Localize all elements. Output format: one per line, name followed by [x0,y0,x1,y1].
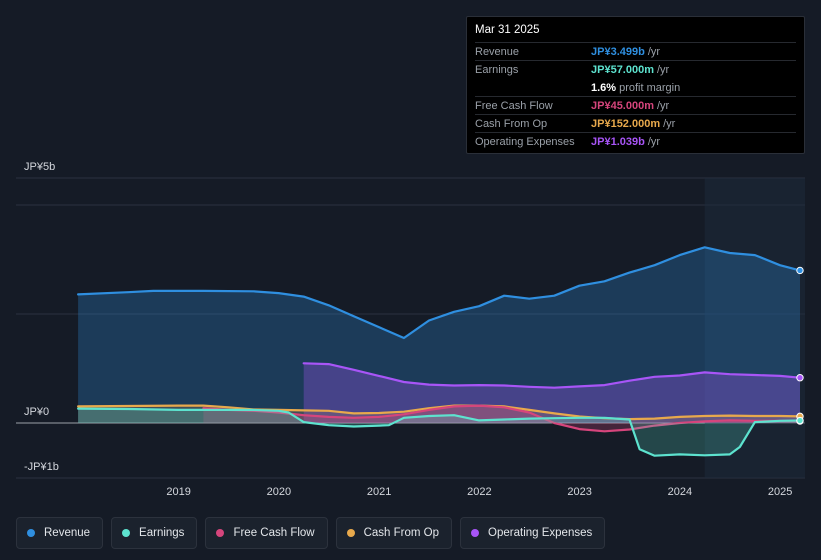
legend-dot-icon [471,529,480,537]
x-tick-label: 2020 [267,486,291,498]
series-line-revenue [77,246,802,340]
series-line-earnings [77,407,802,457]
x-tick-label: 2025 [768,486,792,498]
x-tick-label: 2024 [668,486,692,498]
tooltip-unit: /yr [647,135,661,148]
tooltip-unit: /yr [647,45,661,58]
tooltip-unit: profit margin [619,81,681,94]
series-end-dots [796,266,804,425]
series-earnings [77,407,802,457]
tooltip-date: Mar 31 2025 [475,24,540,36]
tooltip-row-revenue: Revenue JP¥3.499b /yr [475,42,796,60]
series-line-free-cash-flow [202,404,802,433]
tooltip-panel: Mar 31 2025 Revenue JP¥3.499b /yr Earnin… [466,16,805,154]
highlight-region [704,178,805,478]
legend-dot-icon [216,529,225,537]
legend-item-revenue[interactable]: Revenue [16,517,104,549]
end-dot-earnings [796,416,804,425]
y-tick-label: JP¥0 [24,406,49,418]
legend-item-operating-expenses[interactable]: Operating Expenses [460,517,606,549]
tooltip-row-cash-from-op: Cash From Op JP¥152.000m /yr [475,114,796,132]
legend-label: Cash From Op [363,527,440,539]
legend-label: Earnings [139,527,185,539]
highlight-rect [704,178,805,478]
tooltip-value: JP¥3.499b [591,45,645,58]
legend-item-earnings[interactable]: Earnings [111,517,198,549]
end-dot-operating-expenses [796,373,804,382]
tooltip-unit: /yr [657,63,670,76]
tooltip-value: 1.6% [591,81,617,94]
y-tick-labels: JP¥5b JP¥0 -JP¥1b [24,161,59,473]
tooltip-value: JP¥152.000m [591,117,661,130]
tooltip-row-profit-margin: 1.6% profit margin [475,78,796,96]
tooltip-value: JP¥57.000m [591,63,654,76]
legend-label: Operating Expenses [488,527,593,539]
legend-item-cash-from-op[interactable]: Cash From Op [335,517,453,549]
tooltip-unit: /yr [663,117,676,130]
tooltip-label: Operating Expenses [475,135,575,148]
series-revenue [77,246,802,423]
series-layer [77,246,802,457]
x-tick-label: 2023 [567,486,591,498]
tooltip-value: JP¥1.039b [591,135,645,148]
x-tick-label: 2019 [166,486,190,498]
series-area-revenue [78,247,801,423]
legend-label: Free Cash Flow [233,527,315,539]
tooltip-label: Revenue [475,45,520,58]
series-line-operating-expenses [302,362,802,389]
x-tick-labels: 2019 2020 2021 2022 2023 2024 2025 [166,486,792,498]
y-tick-label: JP¥5b [24,161,55,173]
legend-label: Revenue [44,527,91,539]
tooltip-row-free-cash-flow: Free Cash Flow JP¥45.000m /yr [475,96,796,114]
legend-item-free-cash-flow[interactable]: Free Cash Flow [205,517,328,549]
end-dot-revenue [796,266,804,275]
x-tick-label: 2021 [367,486,391,498]
series-area-free-cash-flow [203,405,800,432]
y-tick-label: -JP¥1b [24,461,59,473]
tooltip-label: Free Cash Flow [475,99,553,112]
tooltip-value: JP¥45.000m [591,99,654,112]
tooltip-label: Cash From Op [475,117,548,130]
legend-dot-icon [122,529,131,537]
tooltip-row-earnings: Earnings JP¥57.000m /yr [475,60,796,78]
tooltip-label: Earnings [475,63,519,76]
legend-dot-icon [27,529,35,537]
legend-dot-icon [346,529,355,537]
legend: Revenue Earnings Free Cash Flow Cash Fro… [16,517,606,549]
x-tick-label: 2022 [467,486,491,498]
series-area-earnings [78,408,801,456]
series-free-cash-flow [202,404,802,433]
tooltip-unit: /yr [657,99,670,112]
tooltip-row-operating-expenses: Operating Expenses JP¥1.039b /yr [475,132,796,150]
